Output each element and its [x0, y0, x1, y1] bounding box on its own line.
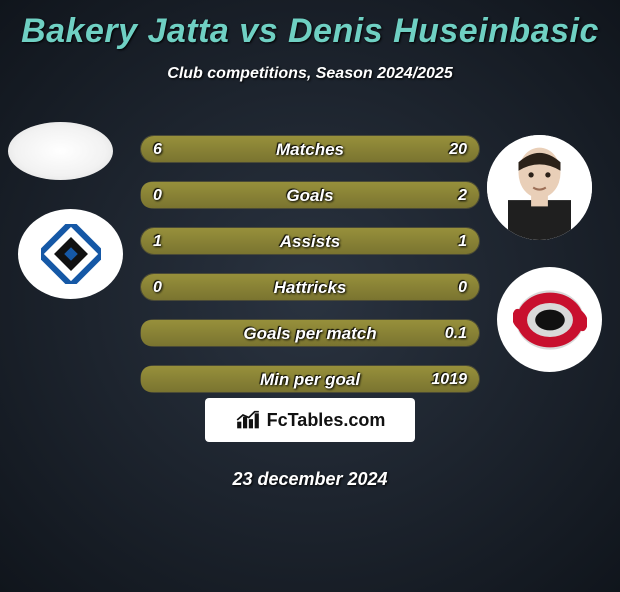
stat-row: 11Assists	[140, 227, 480, 255]
stat-row: 0.1Goals per match	[140, 319, 480, 347]
stat-label: Goals per match	[141, 320, 479, 348]
comparison-subtitle: Club competitions, Season 2024/2025	[0, 65, 620, 83]
stat-bars: 620Matches 02Goals 11Assists 00Hattricks 0.1…	[140, 135, 480, 411]
club-right-badge	[497, 267, 602, 372]
stat-label: Hattricks	[141, 274, 479, 302]
stat-label: Assists	[141, 228, 479, 256]
player-left-avatar	[8, 122, 113, 180]
stat-row: 02Goals	[140, 181, 480, 209]
club-left-badge	[18, 209, 123, 299]
footer-date: 23 december 2024	[0, 469, 620, 490]
stat-row: 620Matches	[140, 135, 480, 163]
stat-label: Matches	[141, 136, 479, 164]
player-right-avatar	[487, 135, 592, 240]
comparison-title: Bakery Jatta vs Denis Huseinbasic	[0, 12, 620, 51]
hsv-logo-icon	[41, 224, 101, 284]
stat-row: 1019Min per goal	[140, 365, 480, 393]
stat-row: 00Hattricks	[140, 273, 480, 301]
brand-badge: FcTables.com	[205, 398, 415, 442]
brand-label: FcTables.com	[267, 410, 386, 431]
hurricane-logo-icon	[513, 283, 587, 357]
bar-chart-icon	[235, 410, 261, 430]
stat-label: Goals	[141, 182, 479, 210]
stat-label: Min per goal	[141, 366, 479, 394]
